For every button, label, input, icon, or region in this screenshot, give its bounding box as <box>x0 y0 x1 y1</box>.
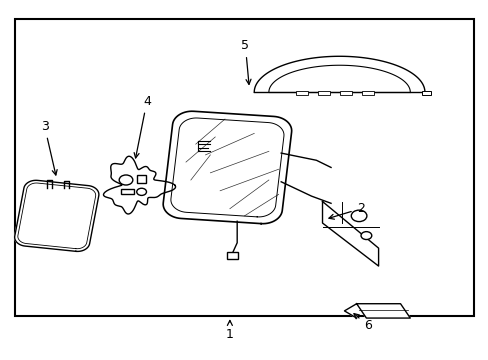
Circle shape <box>350 210 366 222</box>
Polygon shape <box>356 304 409 318</box>
Text: 3: 3 <box>41 120 57 175</box>
Polygon shape <box>254 56 424 92</box>
Bar <box>422 91 430 95</box>
Circle shape <box>360 231 371 239</box>
Polygon shape <box>344 304 356 318</box>
Bar <box>227 252 238 259</box>
Bar <box>361 91 373 95</box>
Polygon shape <box>322 202 378 266</box>
Text: 6: 6 <box>353 314 371 332</box>
Bar <box>121 189 134 194</box>
Polygon shape <box>322 202 378 248</box>
Bar <box>137 175 146 183</box>
Bar <box>15 19 473 316</box>
Text: 4: 4 <box>134 95 151 158</box>
Text: 1: 1 <box>225 320 233 341</box>
Bar <box>339 91 351 95</box>
Polygon shape <box>103 156 175 214</box>
Polygon shape <box>15 180 99 251</box>
Text: 2: 2 <box>328 202 364 219</box>
Bar <box>317 91 329 95</box>
Circle shape <box>119 175 133 185</box>
Bar <box>295 91 307 95</box>
Circle shape <box>137 188 146 195</box>
Text: 5: 5 <box>241 39 250 84</box>
Polygon shape <box>163 111 291 224</box>
